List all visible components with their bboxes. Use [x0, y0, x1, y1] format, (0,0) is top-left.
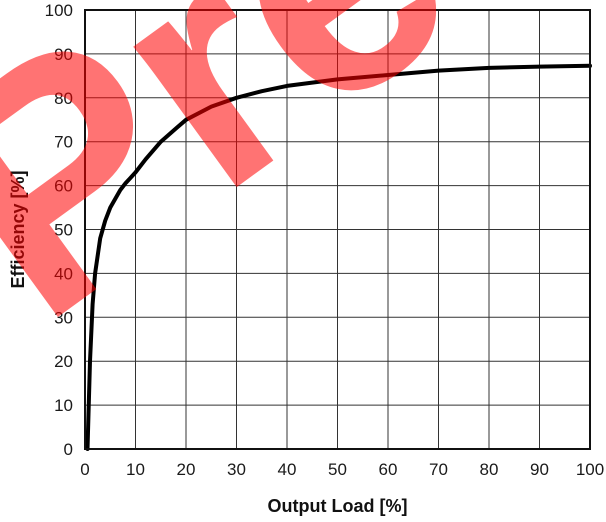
x-tick-label: 80 [480, 460, 499, 479]
y-tick-label: 70 [54, 133, 73, 152]
y-tick-label: 50 [54, 221, 73, 240]
y-tick-label: 100 [45, 1, 73, 20]
x-tick-label: 50 [328, 460, 347, 479]
y-tick-label: 80 [54, 89, 73, 108]
x-tick-label: 100 [576, 460, 604, 479]
x-tick-label: 70 [429, 460, 448, 479]
x-tick-labels: 0 10 20 30 40 50 60 70 80 90 100 [80, 460, 604, 479]
y-tick-label: 20 [54, 352, 73, 371]
y-tick-label: 40 [54, 264, 73, 283]
efficiency-curve [85, 63, 592, 451]
x-tick-label: 30 [227, 460, 246, 479]
y-tick-label: 0 [64, 440, 73, 459]
y-tick-label: 90 [54, 45, 73, 64]
x-tick-label: 40 [278, 460, 297, 479]
y-tick-label: 30 [54, 308, 73, 327]
x-tick-label: 60 [379, 460, 398, 479]
y-tick-labels: 0 10 20 30 40 50 60 70 80 90 100 [45, 1, 73, 459]
x-tick-label: 10 [126, 460, 145, 479]
y-tick-label: 10 [54, 396, 73, 415]
y-tick-label: 60 [54, 177, 73, 196]
watermark-logo: Pre [0, 0, 512, 387]
x-tick-label: 90 [530, 460, 549, 479]
x-axis-title: Output Load [%] [268, 496, 408, 516]
x-tick-label: 0 [80, 460, 89, 479]
plot-frame [84, 9, 591, 450]
y-axis-title: Efficiency [%] [8, 170, 28, 288]
x-tick-label: 20 [177, 460, 196, 479]
